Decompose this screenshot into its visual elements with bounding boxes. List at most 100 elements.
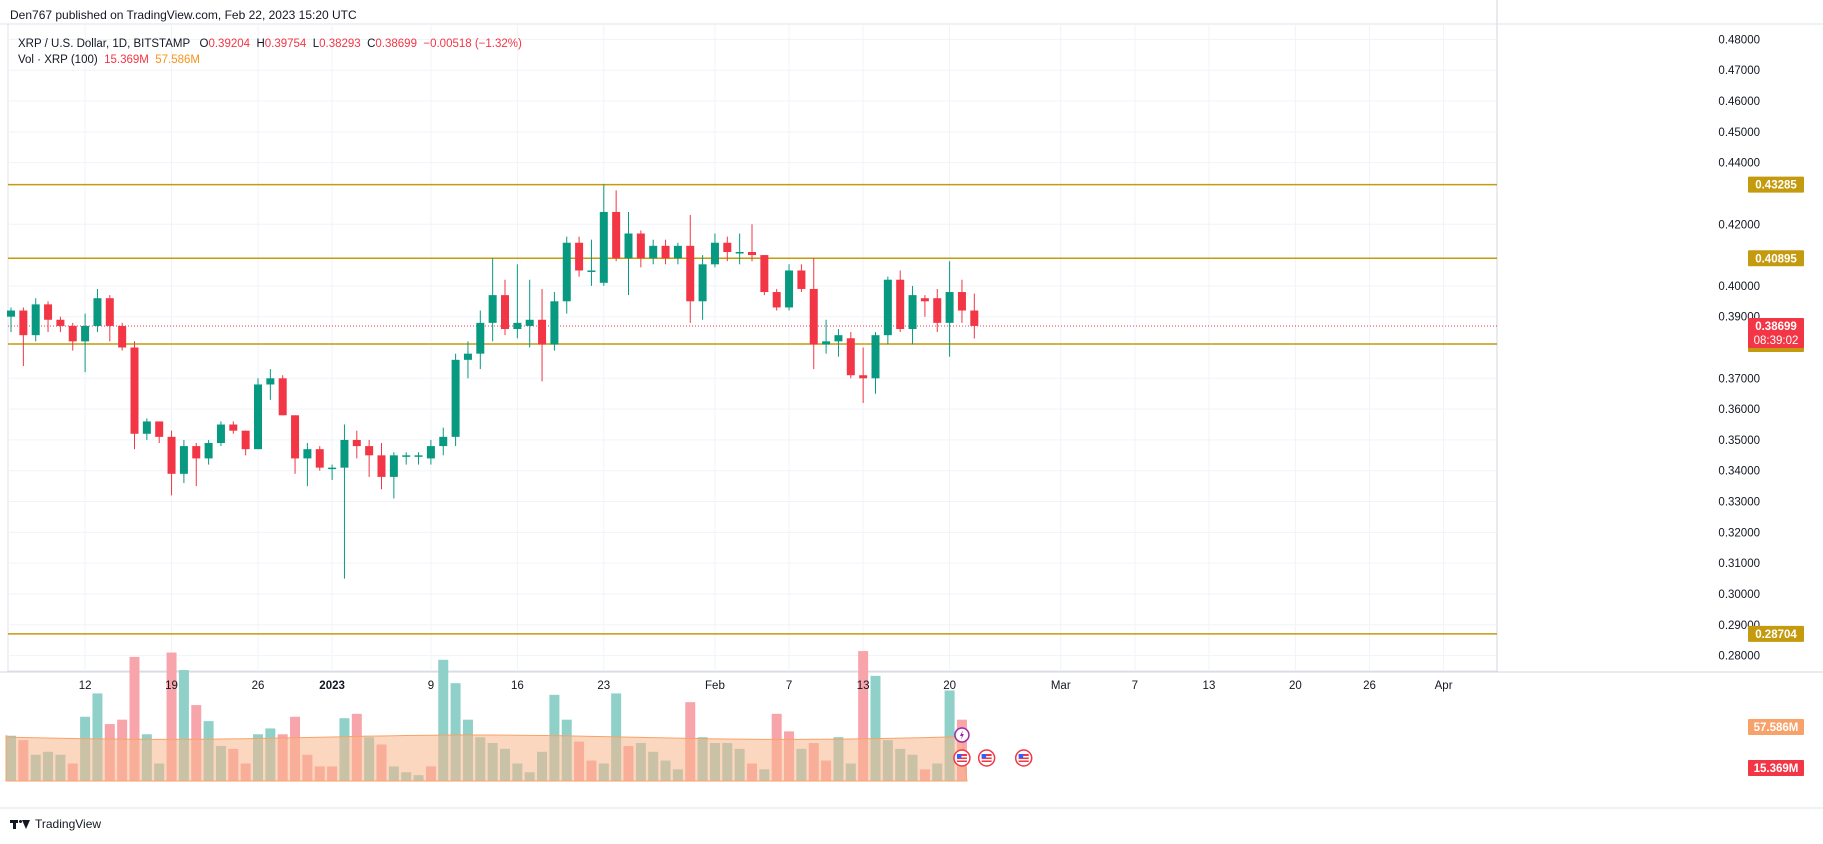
time-tick-label: Mar [1051,680,1071,692]
price-tick-label: 0.28000 [1718,651,1760,663]
candle-body [587,270,596,272]
candle-body [7,310,15,317]
volume-bar [438,659,449,781]
candle-body [686,245,695,302]
volume-ma-badge: 57.586M [1748,719,1804,735]
symbol-label[interactable]: XRP / U.S. Dollar, 1D, BITSTAMP [18,38,190,50]
flag-stripe-white [981,756,992,758]
close-label: C [367,38,376,50]
candle-body [451,359,460,437]
volume-label[interactable]: Vol · XRP (100) [18,54,98,66]
time-tick-label: Apr [1435,680,1453,692]
price-tick-label: 0.44000 [1718,158,1760,170]
volume-bar [450,683,461,781]
volume-ma-value: 57.586M [155,54,200,66]
candle-body [575,242,584,271]
volume-bar [944,690,955,781]
volume-bar [129,656,140,781]
us-flag-event-icon [1014,749,1033,767]
high-value: 0.39754 [264,38,307,50]
candle-body [352,439,361,447]
time-tick-label: Feb [705,680,725,692]
volume-bar [178,670,189,781]
time-tick-label: 9 [428,680,434,692]
change-value: −0.00518 (−1.32%) [423,38,522,50]
level-price-badge-bg [1748,176,1804,193]
us-flag-event-icon [953,749,971,767]
volume-ma-area [5,734,968,782]
plot-area [7,23,1498,672]
candle-body [710,242,719,265]
time-tick-label: 20 [943,680,956,692]
flag-stripes [1018,754,1029,762]
candle-body [513,322,522,330]
candle-body [229,424,238,431]
candle-body [155,421,164,437]
flag-stripe-white [981,759,992,761]
time-tick-label: 26 [1363,680,1376,692]
candle-body [920,298,929,302]
time-tick-label: 13 [1203,680,1216,692]
price-tick-label: 0.36000 [1718,404,1760,416]
candle-body [538,319,547,345]
candle-body [167,436,176,474]
candle-body [44,304,53,320]
candle-body [649,245,658,259]
candle-body [402,455,411,457]
flag-canton [956,754,962,758]
candle-body [389,455,398,477]
last-price-badge: 0.38699 08:39:02 [1748,317,1804,348]
candle-body [612,211,621,259]
price-tick-label: 0.48000 [1718,34,1760,46]
level-price-badge-bg [1748,625,1804,642]
time-tick-label: 16 [511,680,524,692]
tradingview-logo-icon [10,818,30,830]
footer-brand[interactable]: TradingView [10,817,101,831]
candle-body [723,242,732,252]
candle-body [698,264,707,302]
candle-body [303,449,312,459]
candle-body [933,298,942,323]
level-price-badge-bg [1748,250,1804,267]
time-tick-label: 7 [786,680,792,692]
volume-badge-bg [1748,760,1804,776]
candle-body [896,279,905,330]
brand-name: TradingView [35,817,102,831]
candle-body [562,242,571,302]
time-tick-label: 23 [597,680,610,692]
volume-bar [870,675,881,781]
candle-body [636,233,645,259]
candle-body [525,319,534,326]
candle-body [760,255,769,293]
price-tick-label: 0.34000 [1718,466,1760,478]
candle-body [81,325,90,342]
countdown-text: 08:39:02 [1754,335,1799,347]
price-tick-label: 0.40000 [1718,281,1760,293]
candle-body [476,322,485,354]
candle-body [501,295,509,330]
candle-body [68,325,77,342]
volume-badge-text: 15.369M [1754,763,1799,775]
candle-body [31,304,40,336]
candle-body [241,430,250,450]
candle-body [661,245,670,259]
candle-body [599,211,608,283]
time-tick-label: 20 [1289,680,1302,692]
candle-body [105,298,114,326]
low-label: L [312,38,320,50]
candle-body [266,378,275,385]
volume-badge: 15.369M [1748,760,1804,776]
time-tick-label: 13 [857,680,870,692]
candle-body [735,251,744,254]
candle-body [216,424,225,444]
last-price-text: 0.38699 [1755,321,1797,333]
candle-body [550,301,559,345]
flag-stripe-white [1018,759,1029,761]
candle-body [414,455,423,457]
candle-body [908,295,917,330]
level-price-badge: 0.28704 [1748,625,1804,642]
candle-body [772,292,781,308]
candle-body [809,288,818,345]
flag-stripe-white [956,756,967,758]
